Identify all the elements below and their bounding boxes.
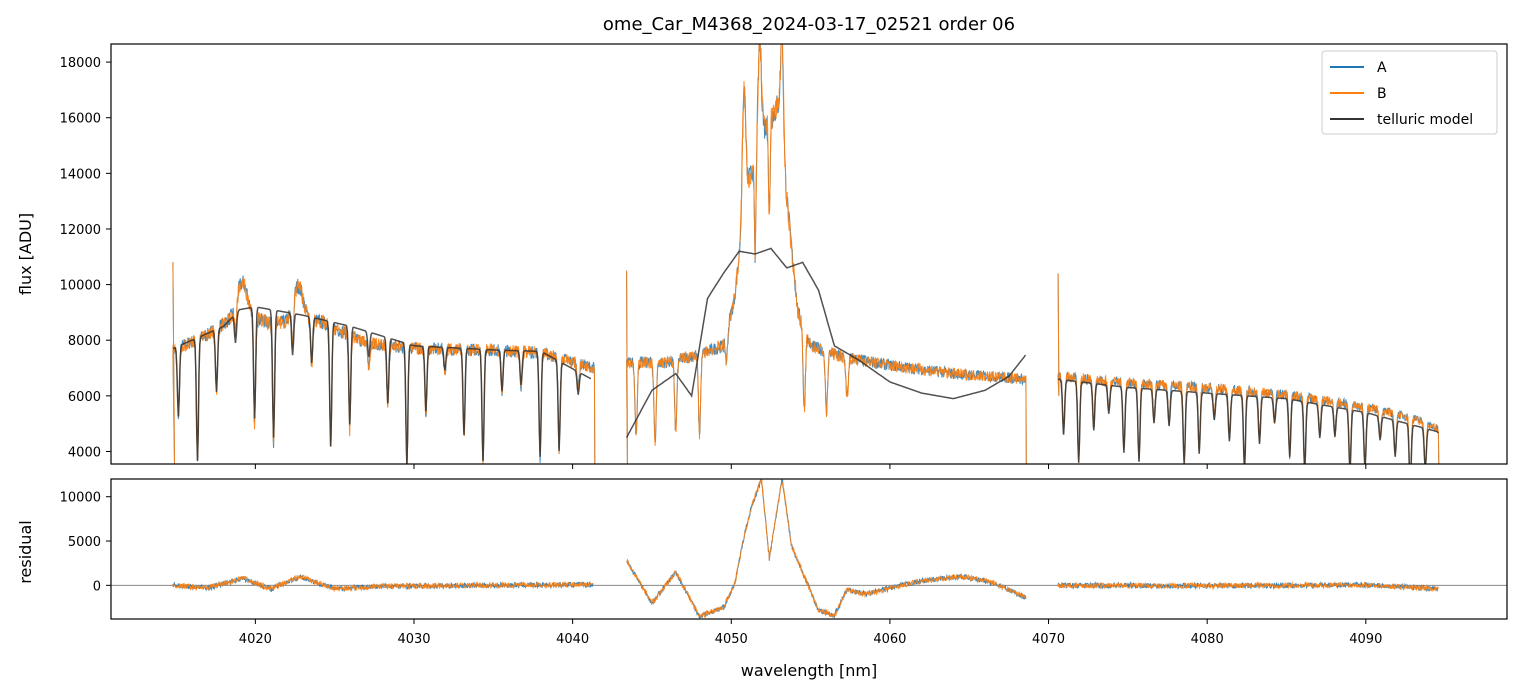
legend: A B telluric model [1321,50,1498,135]
residual-line-b-2 [1057,580,1439,592]
telluric-model-series [172,247,1439,464]
chart-title: ome_Car_M4368_2024-03-17_02521 order 06 [603,14,1015,35]
legend-label-a: A [1377,60,1387,76]
flux-y-tick-label: 14000 [60,167,101,182]
telluric-line-1 [625,247,1027,438]
legend-label-telluric: telluric model [1377,112,1473,128]
legend-label-b: B [1377,86,1387,102]
residual-y-tick-label: 10000 [60,491,101,506]
flux-axis-label: flux [ADU] [16,213,35,295]
x-axis-label: wavelength [nm] [741,661,878,680]
residual-series-b [172,479,1439,619]
flux-y-tick-label: 8000 [68,334,101,349]
flux-y-tick-label: 12000 [60,223,101,238]
flux-line-b-1 [626,44,1027,464]
x-tick-label: 4020 [239,632,272,647]
residual-y-tick-label: 5000 [68,535,101,550]
residual-line-b-0 [172,574,594,593]
residual-line-b-1 [626,479,1027,619]
x-tick-label: 4080 [1191,632,1224,647]
flux-line-b-0 [172,262,596,464]
flux-y-tick-label: 6000 [68,390,101,405]
telluric-line-2 [1058,378,1439,464]
telluric-line-0 [172,306,592,464]
legend-frame [1321,50,1498,135]
x-tick-label: 4030 [397,632,430,647]
main-axes: 4000 6000 8000 10000 12000 14000 16000 18000 fl… [16,43,1508,469]
x-tick-label: 4050 [715,632,748,647]
flux-y-tick-label: 4000 [68,445,101,460]
flux-y-tick-label: 10000 [60,279,101,294]
x-tick-label: 4070 [1032,632,1065,647]
flux-y-tick-label: 16000 [60,112,101,127]
residual-axis-label: residual [16,520,35,583]
residual-axes: 0 5000 10000 4020 4030 4040 4050 4060 4070 4080 4… [16,478,1508,680]
x-tick-label: 4090 [1349,632,1382,647]
x-tick-label: 4040 [556,632,589,647]
x-tick-label: 4060 [873,632,906,647]
residual-y-tick-label: 0 [93,579,101,594]
flux-y-tick-label: 18000 [60,56,101,71]
